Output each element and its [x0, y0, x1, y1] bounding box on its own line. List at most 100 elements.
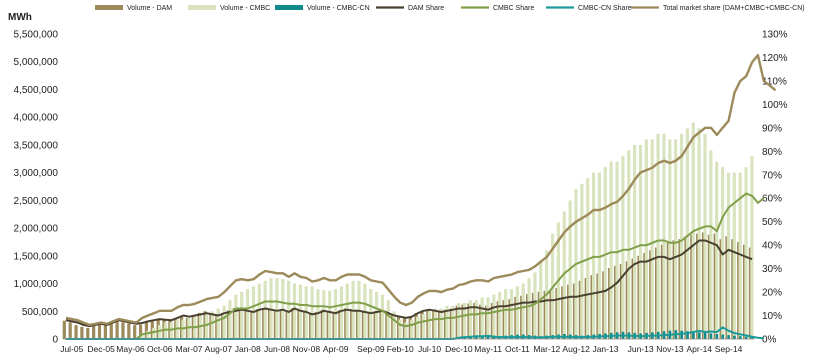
bar	[680, 330, 683, 339]
bar	[533, 272, 537, 339]
x-axis: Jul-05 Dec-05 May-06 Oct-06 Mar-07 Aug-07 Jan-…	[60, 344, 742, 354]
bar	[199, 315, 203, 339]
bar	[97, 324, 102, 339]
bar	[733, 335, 736, 339]
x-tick-label: Oct-11	[505, 344, 530, 354]
bar	[152, 327, 156, 339]
bar	[715, 161, 719, 339]
bar	[298, 284, 302, 339]
bar	[234, 294, 238, 339]
bar	[662, 133, 666, 339]
bar	[692, 331, 695, 339]
bar	[115, 321, 119, 339]
series-line	[65, 239, 753, 328]
bar	[222, 305, 226, 339]
x-tick-label: Nov-13	[656, 344, 684, 354]
bar	[240, 291, 244, 339]
bar	[627, 150, 631, 339]
bar	[462, 302, 467, 339]
bar	[328, 290, 332, 339]
x-tick-label: May-11	[474, 344, 502, 354]
bar	[374, 291, 379, 339]
bar	[468, 300, 473, 339]
bar	[398, 319, 402, 339]
bar	[216, 308, 220, 339]
y-right-tick-label: 100%	[762, 100, 788, 111]
legend-swatch	[188, 5, 216, 10]
y-left-tick-label: 500,000	[22, 307, 59, 318]
series-line	[65, 192, 765, 340]
legend-swatch	[95, 5, 123, 10]
y-left-tick-label: 4,500,000	[14, 85, 59, 96]
x-tick-label: Aug-12	[562, 344, 590, 354]
y-left-tick-label: 2,000,000	[14, 224, 59, 235]
x-tick-label: Sep-09	[357, 344, 385, 354]
y-right-tick-label: 110%	[762, 76, 787, 87]
bar	[656, 133, 660, 339]
bar	[480, 297, 484, 339]
bar	[475, 335, 478, 339]
bar	[686, 331, 689, 339]
legend-swatch	[275, 5, 303, 10]
y-left-tick-label: 1,000,000	[14, 279, 59, 290]
bar	[263, 280, 267, 339]
bar	[650, 139, 654, 339]
bar	[481, 335, 484, 339]
bar	[322, 290, 326, 339]
bar	[92, 325, 96, 339]
x-tick-label: Apr-14	[687, 344, 713, 354]
bar	[597, 172, 602, 339]
bar	[310, 286, 314, 339]
x-tick-label: Dec-05	[87, 344, 115, 354]
legend-label: Volume - DAM	[127, 5, 172, 12]
bar	[486, 297, 490, 339]
bar	[703, 133, 707, 339]
bar	[674, 139, 678, 339]
bar	[503, 289, 508, 339]
bar	[721, 334, 725, 339]
bar	[603, 167, 607, 339]
bar	[339, 286, 344, 339]
y-right-tick-label: 20%	[762, 288, 782, 299]
bar	[591, 172, 596, 339]
y-left-tick-label: 2,500,000	[14, 196, 59, 207]
bar	[750, 156, 754, 339]
x-tick-label: Feb-10	[387, 344, 414, 354]
x-tick-label: Aug-07	[205, 344, 233, 354]
y-left-tick-label: 5,000,000	[14, 57, 59, 68]
y-right-tick-label: 80%	[762, 147, 782, 158]
bar	[292, 283, 297, 339]
legend-label: Volume - CMBC-CN	[307, 5, 370, 12]
bar	[451, 305, 455, 339]
bar	[138, 324, 143, 339]
bar	[709, 333, 713, 339]
bar	[732, 172, 736, 339]
x-tick-label: Jun-08	[264, 344, 290, 354]
x-tick-label: Dec-10	[445, 344, 473, 354]
bar	[416, 316, 420, 339]
x-tick-label: Mar-07	[176, 344, 203, 354]
x-tick-label: Jul-10	[418, 344, 441, 354]
x-tick-label: Apr-09	[323, 344, 349, 354]
bar	[621, 156, 625, 339]
bar	[210, 311, 214, 339]
bar	[109, 323, 113, 339]
bar	[269, 278, 273, 339]
bar	[404, 322, 408, 339]
y-right-tick-label: 50%	[762, 217, 782, 228]
bar	[445, 305, 449, 339]
bar	[228, 300, 232, 339]
bar	[245, 289, 250, 339]
bar	[392, 311, 396, 339]
bar	[157, 325, 162, 339]
bar	[257, 283, 261, 339]
bar	[644, 139, 648, 339]
bar	[146, 330, 150, 339]
y-right-axis: 0% 10% 20% 30% 40% 50% 60% 70% 80% 90% 100% 110% 120…	[762, 30, 788, 346]
bar	[750, 337, 754, 339]
y-left-tick-label: 3,000,000	[14, 168, 59, 179]
bar	[474, 300, 478, 339]
x-tick-label: May-06	[116, 344, 145, 354]
x-tick-label: Jul-05	[60, 344, 83, 354]
bar	[509, 289, 514, 339]
